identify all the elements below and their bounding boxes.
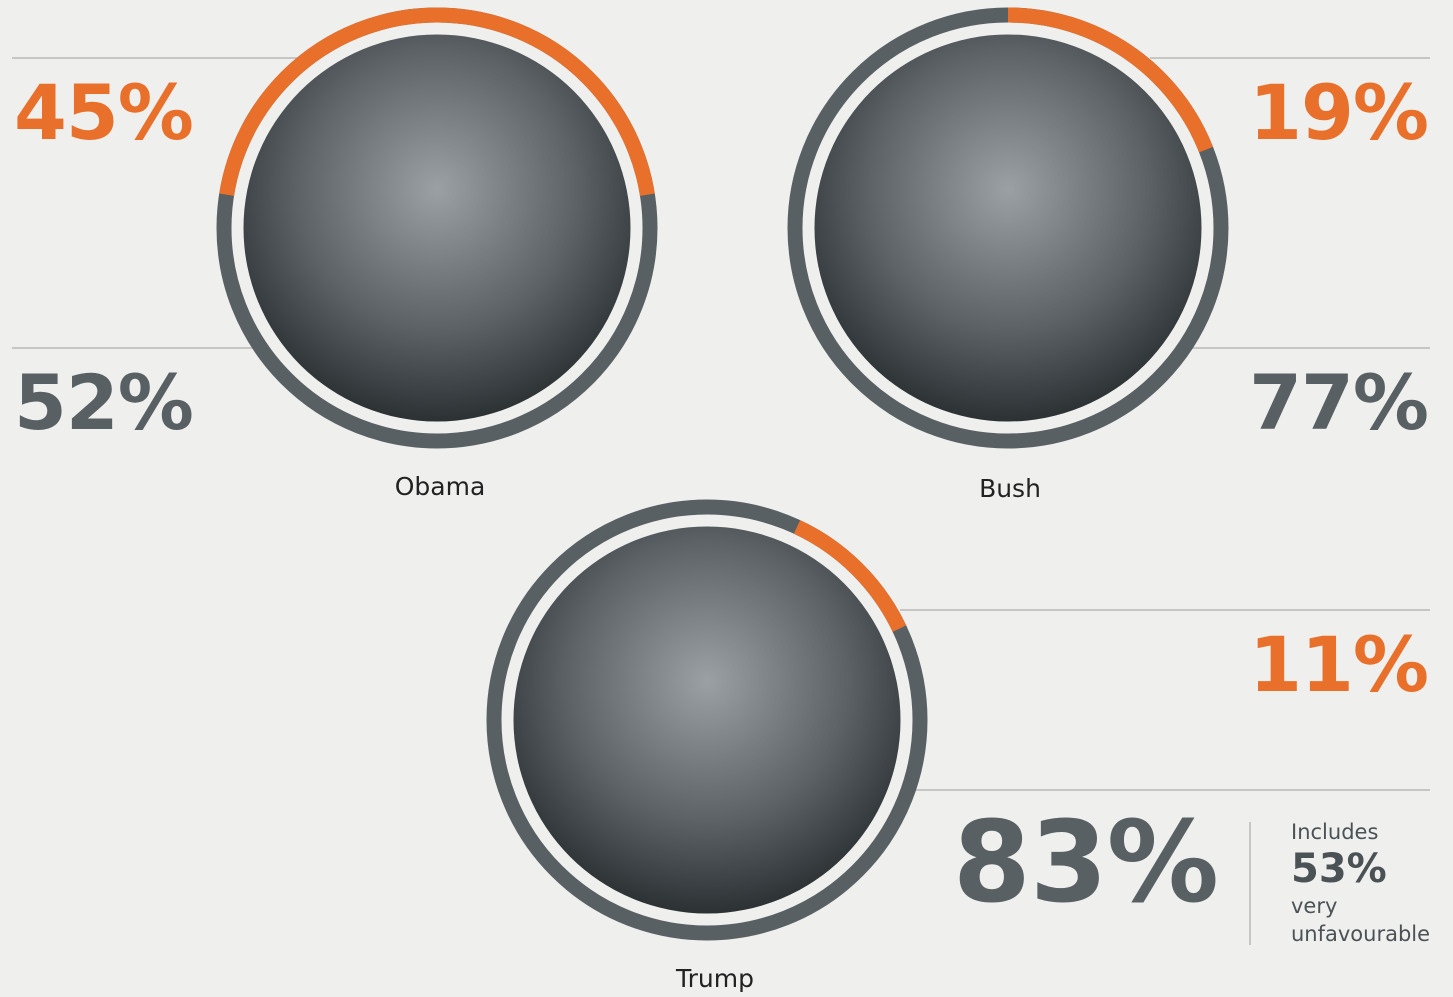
value-label: 52% <box>14 358 193 447</box>
ring-arc <box>793 520 907 632</box>
ring-arc <box>219 7 655 196</box>
note-value: 53% <box>1291 846 1387 892</box>
ring-arc <box>1007 7 1214 153</box>
candidate-name: Obama <box>395 472 486 501</box>
annotation: Includes 53% very unfavourable <box>1291 818 1451 948</box>
value-label: 77% <box>1249 358 1428 447</box>
value-label: 45% <box>14 68 193 157</box>
note-text: Includes <box>1291 820 1379 844</box>
candidate-name: Bush <box>979 474 1041 503</box>
photo <box>814 34 1202 422</box>
photo <box>243 34 631 422</box>
ring-track <box>486 499 928 941</box>
value-label: 11% <box>1249 620 1428 709</box>
candidate-name: Trump <box>675 964 754 993</box>
value-label: 19% <box>1249 68 1428 157</box>
photo <box>513 526 901 914</box>
note-text: very unfavourable <box>1291 894 1431 946</box>
value-label: 83% <box>953 798 1218 928</box>
